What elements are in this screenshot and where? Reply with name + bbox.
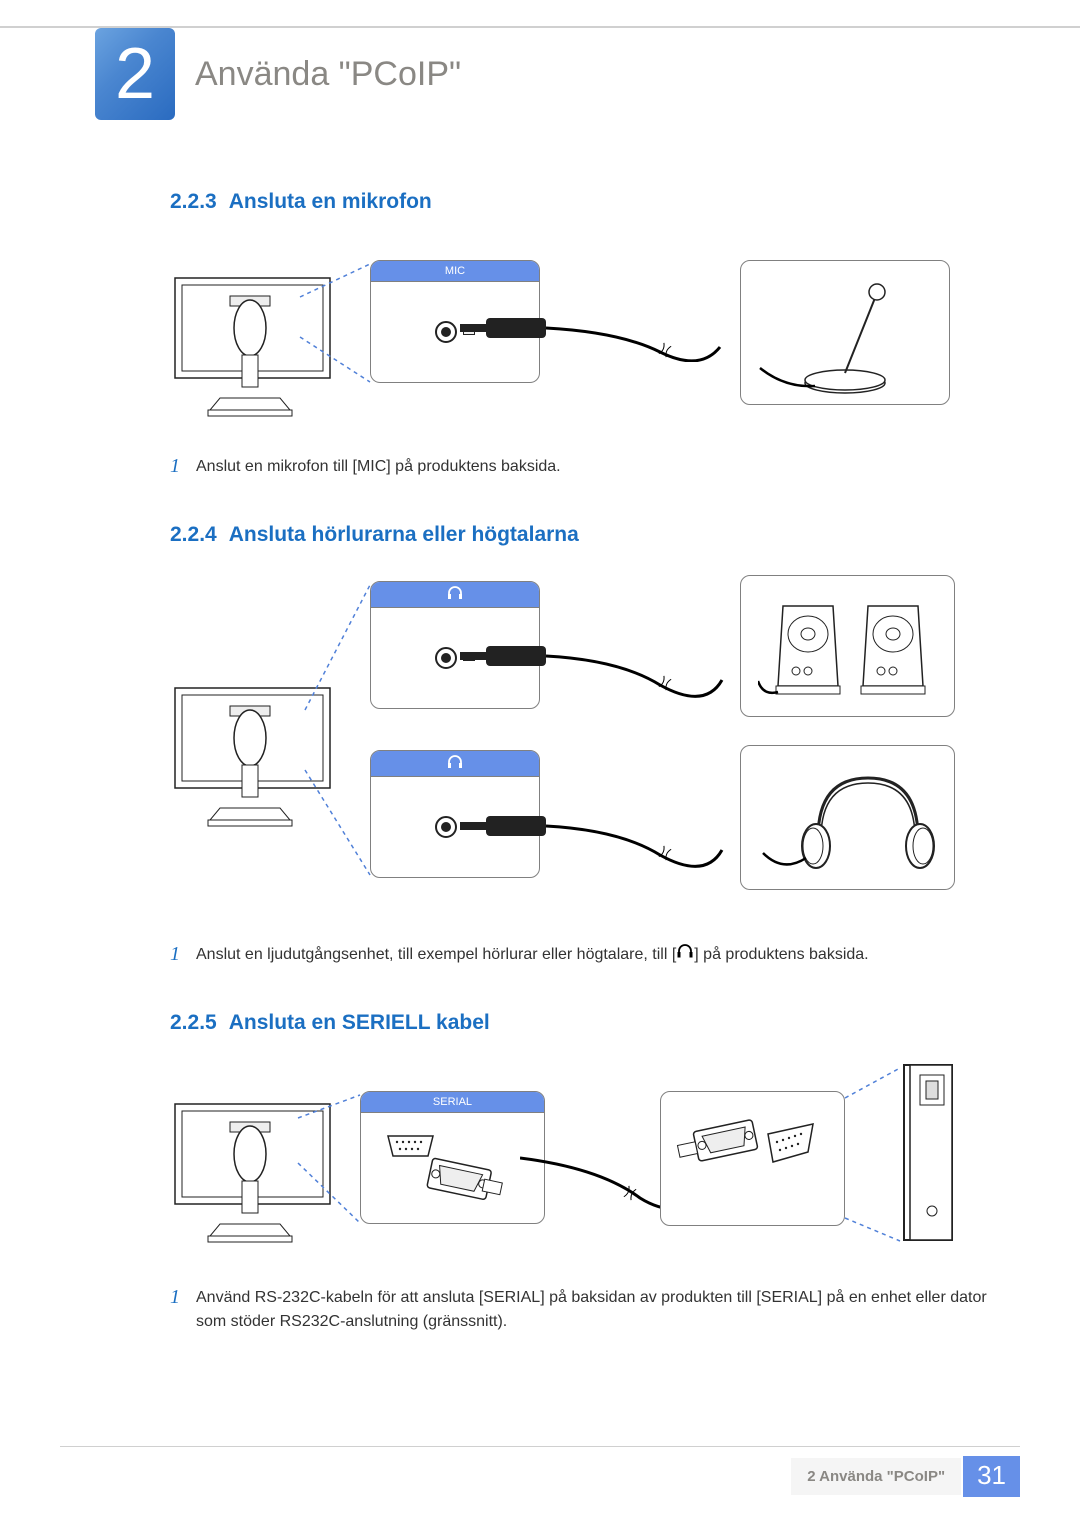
slot-icon	[463, 824, 475, 830]
step-text: Anslut en ljudutgångsenhet, till exempel…	[196, 943, 869, 967]
step-text: Använd RS-232C-kabeln för att ansluta [S…	[196, 1286, 990, 1334]
headphone-icon	[676, 943, 694, 967]
chapter-number: 2	[115, 38, 155, 110]
page-content: 2.2.3 Ansluta en mikrofon MIC	[170, 190, 990, 1334]
chapter-header: 2 Använda "PCoIP"	[95, 28, 461, 120]
port-label-mic: MIC	[371, 261, 539, 282]
monitor-illustration	[170, 250, 335, 420]
headphone-port-icon	[371, 582, 539, 608]
headphone-jack-icon	[435, 647, 457, 669]
footer-label: 2 Använda "PCoIP"	[791, 1458, 961, 1495]
serial-connector-box	[660, 1091, 845, 1226]
step-number: 1	[170, 943, 180, 965]
section-heading-224: 2.2.4 Ansluta hörlurarna eller högtalarna	[170, 523, 990, 547]
headphones-device	[740, 745, 955, 890]
section-number: 2.2.3	[170, 190, 217, 213]
section-heading-223: 2.2.3 Ansluta en mikrofon	[170, 190, 990, 214]
speakers-device	[740, 575, 955, 717]
port-panel-headphone-top	[370, 581, 540, 709]
step-text: Anslut en mikrofon till [MIC] på produkt…	[196, 455, 561, 479]
port-panel-mic: MIC	[370, 260, 540, 383]
diagram-serial: SERIAL	[170, 1063, 990, 1258]
bottom-divider	[60, 1446, 1020, 1447]
page-footer: 2 Använda "PCoIP" 31	[791, 1456, 1020, 1497]
port-label-serial: SERIAL	[361, 1092, 544, 1113]
step-line-224: 1 Anslut en ljudutgångsenhet, till exemp…	[170, 943, 990, 967]
section-heading-225: 2.2.5 Ansluta en SERIELL kabel	[170, 1011, 990, 1035]
step-text-before: Anslut en ljudutgångsenhet, till exempel…	[196, 946, 676, 963]
step-line-223: 1 Anslut en mikrofon till [MIC] på produ…	[170, 455, 990, 479]
step-number: 1	[170, 455, 180, 477]
port-panel-headphone-bottom	[370, 750, 540, 878]
diagram-headphone	[170, 575, 990, 915]
headphone-port-icon	[371, 751, 539, 777]
footer-page-number: 31	[963, 1456, 1020, 1497]
pc-tower-illustration	[900, 1061, 960, 1246]
chapter-title: Använda "PCoIP"	[195, 55, 461, 94]
mic-jack-icon	[435, 321, 457, 343]
monitor-illustration	[170, 1076, 335, 1246]
step-line-225: 1 Använd RS-232C-kabeln för att ansluta …	[170, 1286, 990, 1334]
section-number: 2.2.5	[170, 1011, 217, 1034]
monitor-illustration	[170, 660, 335, 830]
step-text-after: ] på produktens baksida.	[694, 946, 868, 963]
section-number: 2.2.4	[170, 523, 217, 546]
slot-icon	[463, 655, 475, 661]
section-title: Ansluta en mikrofon	[229, 190, 432, 213]
section-title: Ansluta hörlurarna eller högtalarna	[229, 523, 579, 546]
port-panel-serial: SERIAL	[360, 1091, 545, 1224]
diagram-mic: MIC	[170, 242, 990, 427]
headphone-jack-icon	[435, 816, 457, 838]
microphone-device	[740, 260, 950, 405]
step-number: 1	[170, 1286, 180, 1308]
chapter-number-box: 2	[95, 28, 175, 120]
section-title: Ansluta en SERIELL kabel	[229, 1011, 490, 1034]
slot-icon	[463, 329, 475, 335]
